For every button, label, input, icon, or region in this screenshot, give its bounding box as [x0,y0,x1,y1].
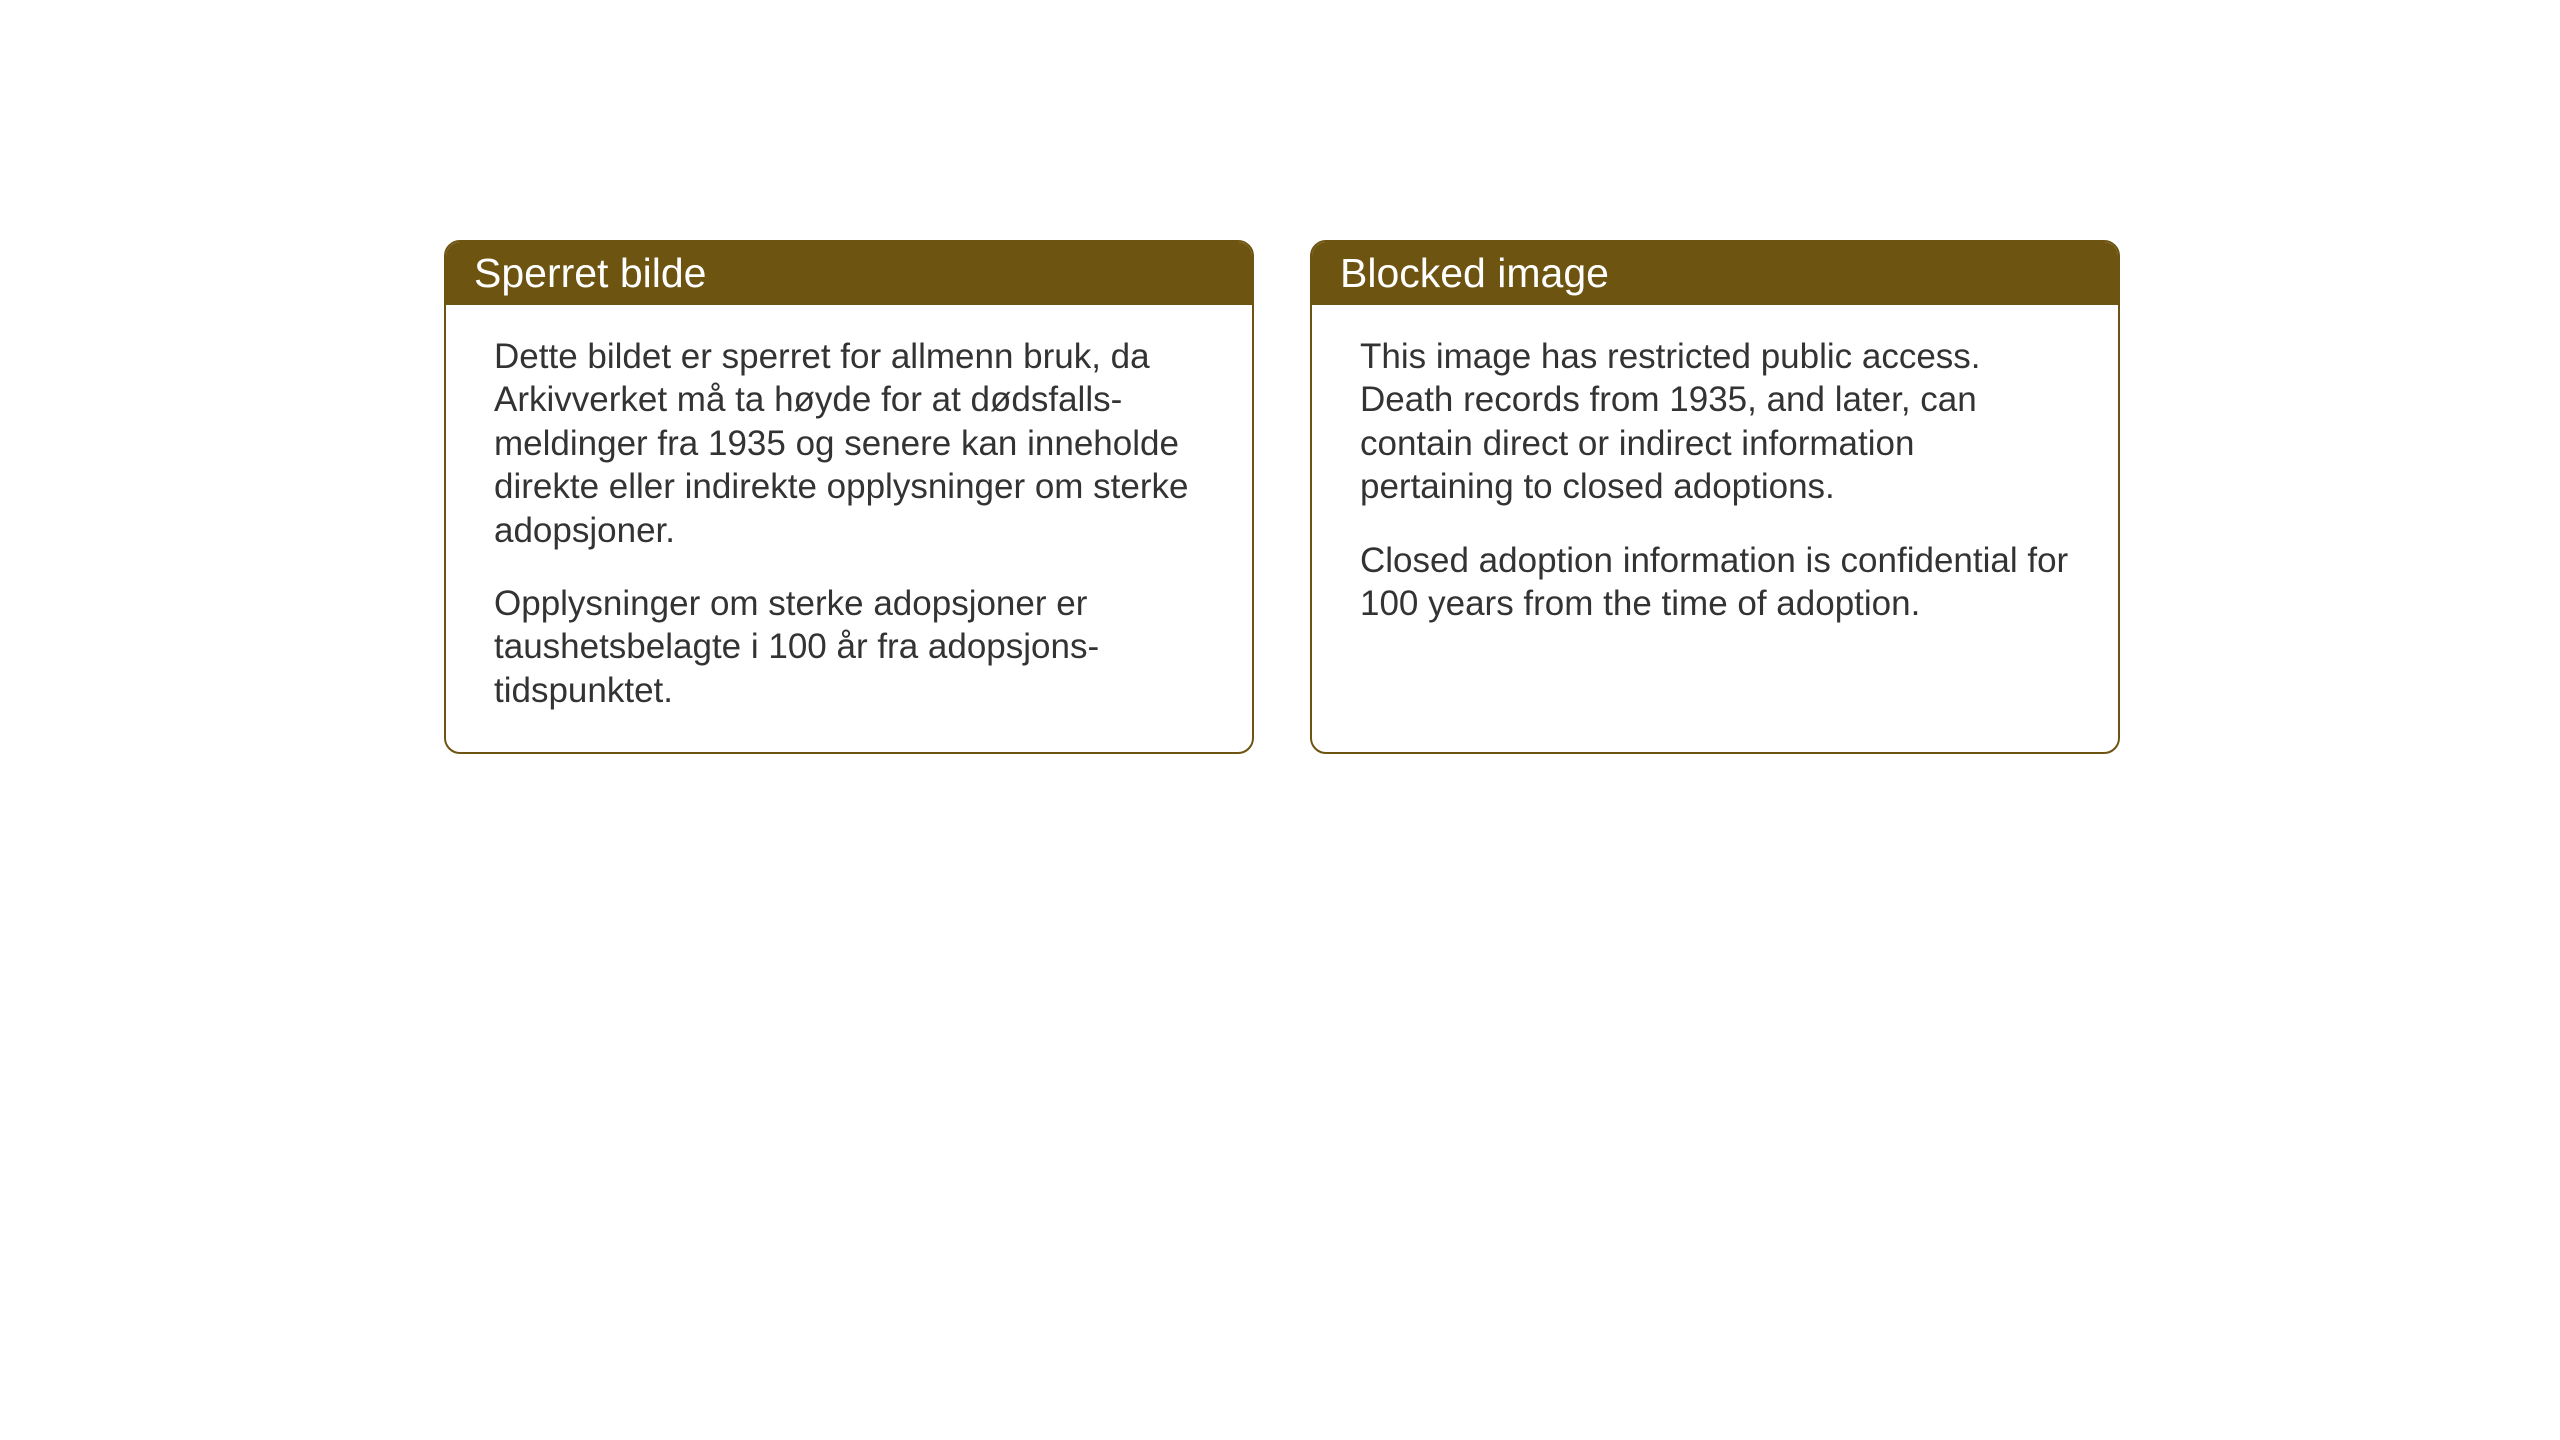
card-title-norwegian: Sperret bilde [474,250,706,296]
card-paragraph-english-1: This image has restricted public access.… [1360,335,2070,509]
notice-card-english: Blocked image This image has restricted … [1310,240,2120,754]
card-paragraph-norwegian-2: Opplysninger om sterke adopsjoner er tau… [494,582,1204,712]
card-title-english: Blocked image [1340,250,1609,296]
notice-cards-container: Sperret bilde Dette bildet er sperret fo… [444,240,2120,754]
card-body-english: This image has restricted public access.… [1312,305,2118,665]
card-body-norwegian: Dette bildet er sperret for allmenn bruk… [446,305,1252,752]
card-paragraph-norwegian-1: Dette bildet er sperret for allmenn bruk… [494,335,1204,552]
card-header-norwegian: Sperret bilde [446,242,1252,305]
card-header-english: Blocked image [1312,242,2118,305]
notice-card-norwegian: Sperret bilde Dette bildet er sperret fo… [444,240,1254,754]
card-paragraph-english-2: Closed adoption information is confident… [1360,539,2070,626]
